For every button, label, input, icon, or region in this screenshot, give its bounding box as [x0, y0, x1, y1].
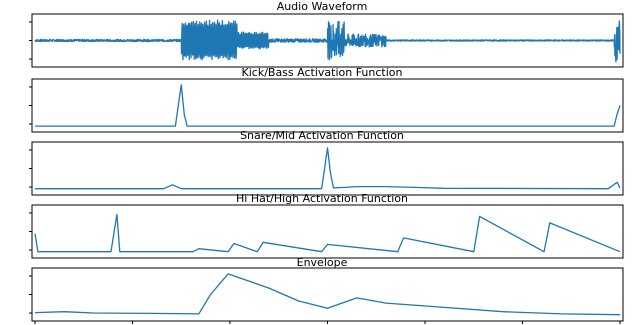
waveform-line	[34, 19, 621, 63]
axis-ticks	[29, 21, 621, 324]
panel-audio-waveform: Audio Waveform	[31, 0, 624, 68]
panel-title: Hi Hat/High Activation Function	[236, 192, 408, 205]
panel-title: Audio Waveform	[277, 0, 368, 13]
hihat-activation-line	[34, 213, 621, 253]
snare-activation-line	[35, 147, 621, 190]
panel-hihat-high: Hi Hat/High Activation Function	[31, 192, 624, 259]
panel-title: Kick/Bass Activation Function	[242, 66, 403, 79]
axes-frame	[31, 204, 624, 259]
panel-title: Envelope	[297, 256, 348, 269]
panel-kick-bass: Kick/Bass Activation Function	[31, 66, 624, 133]
axes-frame	[31, 78, 624, 133]
panel-snare-mid: Snare/Mid Activation Function	[31, 129, 624, 196]
panel-envelope: Envelope	[31, 256, 624, 322]
kick-activation-line	[35, 84, 621, 127]
panel-title: Snare/Mid Activation Function	[240, 129, 404, 142]
envelope-line	[34, 273, 621, 316]
